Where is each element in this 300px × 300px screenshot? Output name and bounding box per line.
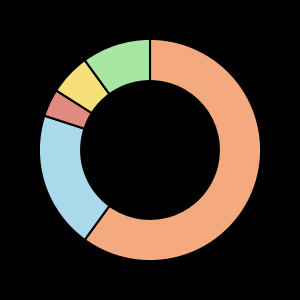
Wedge shape bbox=[85, 39, 150, 94]
Wedge shape bbox=[39, 116, 110, 240]
Wedge shape bbox=[44, 91, 92, 129]
Wedge shape bbox=[85, 39, 261, 261]
Wedge shape bbox=[56, 60, 110, 113]
